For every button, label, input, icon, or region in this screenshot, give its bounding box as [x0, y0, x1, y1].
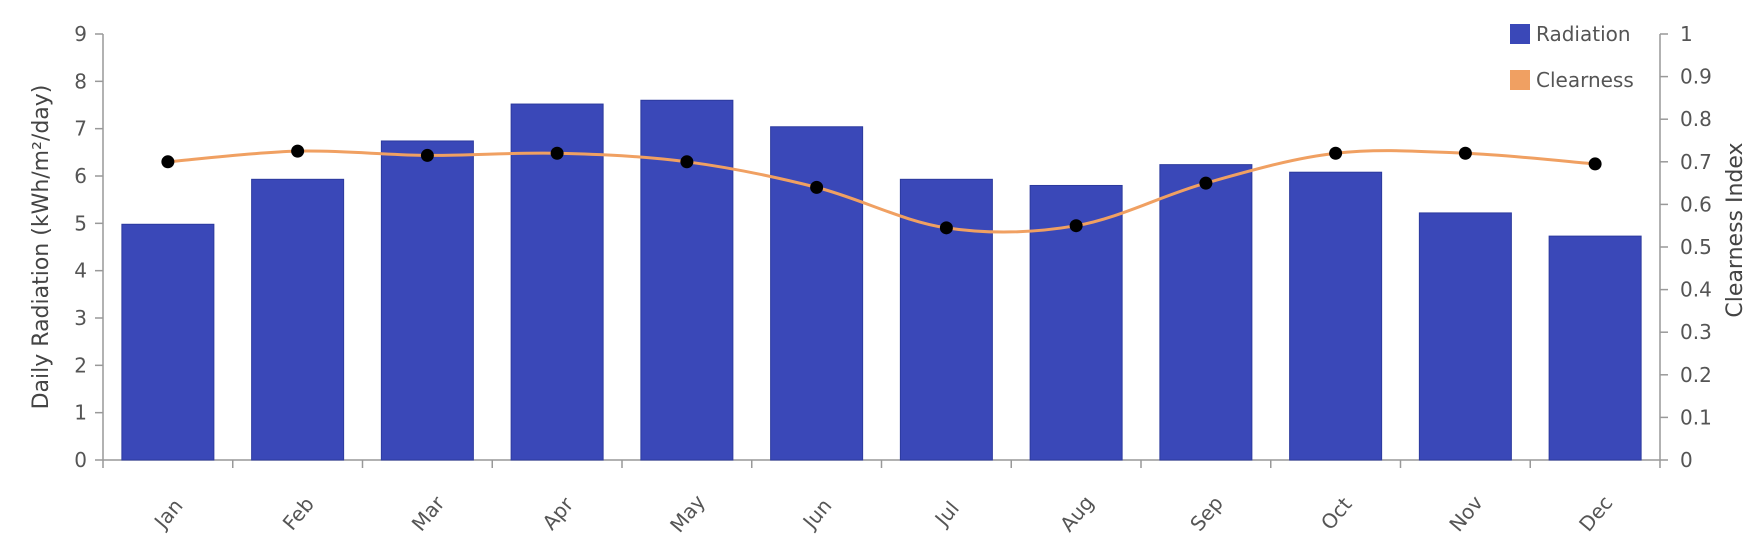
x-tick-label: May	[665, 490, 710, 537]
bar-radiation	[1418, 212, 1512, 461]
y-tick-right-label: 0.9	[1680, 65, 1712, 89]
y-tick-left-label: 1	[74, 401, 87, 425]
bar-radiation	[510, 103, 604, 461]
bar-radiation	[1289, 171, 1383, 461]
y-tick-right-label: 0.1	[1680, 405, 1712, 429]
bar-radiation	[1159, 164, 1253, 461]
legend: Radiation Clearness	[1510, 22, 1634, 92]
y-tick-left-label: 8	[74, 69, 87, 93]
x-tick-label: Nov	[1444, 491, 1488, 536]
y-tick-right-label: 0.6	[1680, 192, 1712, 216]
x-tick-label: Dec	[1574, 491, 1617, 536]
axes-layer	[95, 33, 1668, 468]
x-tick-label: Sep	[1185, 491, 1228, 535]
clearness-point	[680, 155, 694, 169]
y-tick-right-label: 0.7	[1680, 150, 1712, 174]
x-tick-label: Jul	[929, 497, 964, 532]
bar-radiation	[640, 99, 734, 461]
clearness-point	[550, 146, 564, 160]
line-layer	[161, 144, 1602, 235]
legend-label-clearness: Clearness	[1536, 68, 1634, 92]
y-tick-right-label: 0.4	[1680, 278, 1712, 302]
bar-radiation	[770, 126, 864, 461]
bar-radiation	[121, 223, 215, 461]
y-tick-left-label: 4	[74, 259, 87, 283]
legend-swatch-radiation	[1510, 24, 1530, 44]
x-tick-label: Aug	[1055, 491, 1098, 536]
clearness-point	[161, 155, 175, 169]
y-tick-right-label: 1	[1680, 22, 1693, 46]
clearness-point	[1199, 176, 1213, 190]
bar-radiation	[380, 140, 474, 461]
y-tick-right-label: 0.3	[1680, 320, 1712, 344]
y-tick-left-label: 6	[74, 164, 87, 188]
clearness-point	[810, 180, 824, 194]
clearness-point	[291, 144, 305, 158]
y-tick-right-label: 0	[1680, 448, 1693, 472]
x-tick-label: Feb	[278, 492, 319, 535]
y-tick-left-label: 9	[74, 22, 87, 46]
y-tick-left-label: 3	[74, 306, 87, 330]
y-axis-right-title: Clearness Index	[1723, 142, 1748, 317]
y-tick-right-label: 0.2	[1680, 363, 1712, 387]
clearness-point	[1069, 219, 1083, 233]
legend-label-radiation: Radiation	[1536, 22, 1631, 46]
clearness-point	[939, 221, 953, 235]
bar-radiation	[1548, 235, 1642, 461]
bars-layer	[121, 99, 1642, 461]
clearness-point	[1588, 157, 1602, 171]
y-tick-left-label: 0	[74, 448, 87, 472]
y-tick-right-label: 0.8	[1680, 107, 1712, 131]
x-tick-label: Oct	[1316, 492, 1357, 534]
clearness-point	[1458, 146, 1472, 160]
y-tick-right-label: 0.5	[1680, 235, 1712, 259]
clearness-point	[420, 148, 434, 162]
y-tick-left-label: 5	[74, 211, 87, 235]
x-tick-label: Mar	[407, 491, 450, 536]
clearness-line	[167, 149, 1596, 234]
clearness-point	[1329, 146, 1343, 160]
x-tick-label: Jun	[797, 494, 837, 535]
bar-radiation	[251, 178, 345, 461]
legend-swatch-clearness	[1510, 70, 1530, 90]
y-tick-left-label: 2	[74, 353, 87, 377]
y-axis-left-title: Daily Radiation (kWh/m²/day)	[29, 85, 54, 410]
x-tick-label: Apr	[537, 492, 578, 535]
y-tick-left-label: 7	[74, 117, 87, 141]
x-tick-label: Jan	[148, 494, 187, 535]
